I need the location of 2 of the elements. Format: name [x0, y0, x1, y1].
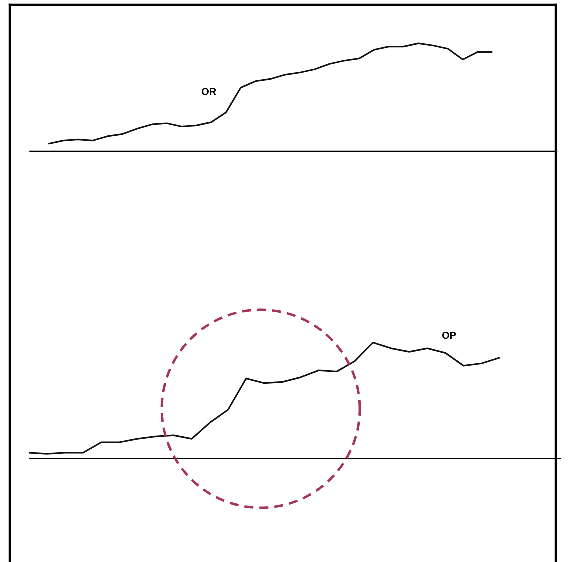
series-label: OP [442, 332, 456, 340]
series-label: OR [202, 88, 216, 96]
